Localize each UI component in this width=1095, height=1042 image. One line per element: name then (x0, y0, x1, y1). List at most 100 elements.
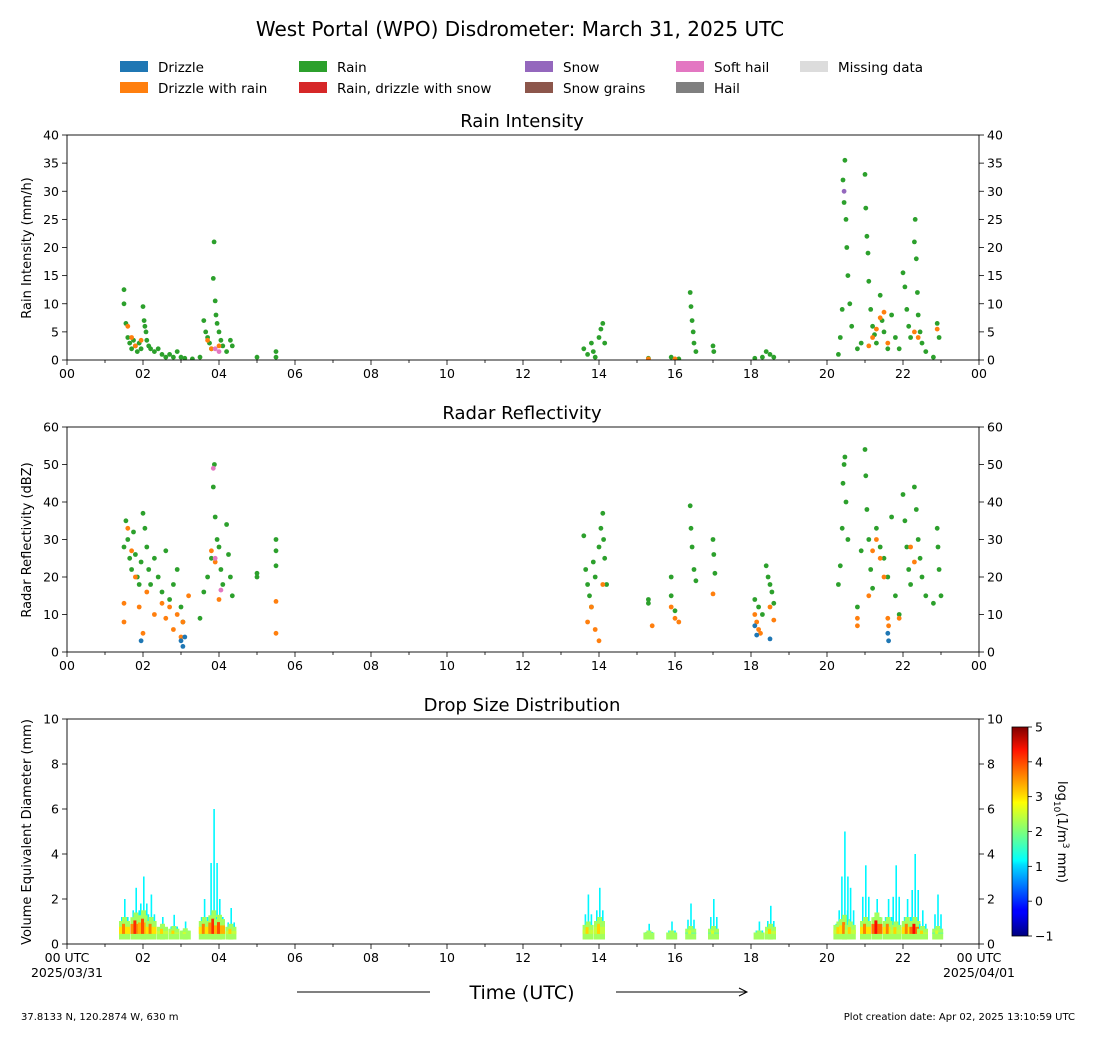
dsd-core (938, 932, 944, 934)
colorbar-tick-label: 3 (1035, 789, 1043, 804)
data-point (886, 623, 891, 629)
data-point (938, 593, 944, 599)
data-point (138, 346, 144, 352)
dsd-band (646, 930, 652, 940)
data-point (589, 340, 594, 346)
y-tick-label-right: 30 (987, 184, 1003, 199)
dsd-core (917, 932, 922, 934)
data-point (121, 619, 127, 625)
data-point (908, 335, 913, 340)
data-point (273, 349, 279, 354)
dsd-spike (230, 908, 232, 938)
dsd-spike (213, 809, 215, 938)
data-point (602, 340, 608, 346)
y-tick-label-right: 15 (987, 268, 1003, 283)
data-point (598, 525, 604, 531)
legend-swatch (800, 61, 828, 72)
y-tick-label-right: 40 (987, 495, 1003, 510)
dsd-core (842, 922, 848, 934)
colorbar-tick-label: 1 (1035, 859, 1043, 874)
data-point (842, 157, 848, 163)
dsd-core (231, 931, 237, 934)
y-tick-label-left: 6 (51, 802, 59, 817)
data-point (710, 343, 716, 349)
data-point (163, 354, 169, 360)
data-point (138, 559, 144, 565)
data-point (216, 544, 222, 550)
dsd-core (214, 925, 219, 934)
rain-intensity-title: Rain Intensity (460, 111, 584, 132)
data-point (212, 298, 218, 304)
y-tick-label-left: 8 (51, 757, 59, 772)
data-point (129, 567, 135, 572)
x-tick-label: 14 (591, 658, 607, 673)
dsd-spike (895, 865, 897, 938)
data-point (254, 570, 260, 576)
dsd-core (198, 926, 204, 934)
data-point (847, 301, 853, 307)
data-point (229, 593, 235, 599)
data-point (138, 337, 144, 343)
data-point (229, 343, 235, 349)
data-point (174, 612, 180, 617)
data-point (143, 329, 149, 335)
dsd-core (863, 923, 868, 934)
dsd-band (643, 932, 649, 940)
data-point (877, 555, 883, 561)
data-point (760, 612, 765, 617)
data-point (866, 593, 872, 599)
data-point (855, 346, 860, 352)
dsd-core (711, 930, 716, 934)
dsd-core (174, 932, 180, 934)
data-point (676, 356, 682, 360)
data-point (855, 604, 860, 610)
data-point (896, 346, 902, 352)
x-tick-label: 06 (287, 950, 303, 965)
data-point (141, 318, 147, 323)
data-point (125, 335, 131, 340)
dsd-core (597, 923, 602, 934)
data-point (915, 312, 921, 318)
data-point (915, 335, 921, 340)
data-point (121, 544, 127, 550)
data-point (178, 634, 184, 640)
dsd-spike (770, 905, 772, 938)
data-point (646, 356, 651, 360)
dsd-core (160, 928, 165, 934)
data-point (180, 644, 186, 649)
data-point (129, 346, 135, 352)
data-point (908, 544, 913, 550)
dsd-spike (911, 890, 913, 938)
data-point (224, 349, 230, 354)
data-point (273, 548, 279, 554)
x-tick-label: 08 (363, 658, 379, 673)
dsd-band (932, 928, 938, 940)
plot-area (121, 157, 942, 360)
dsd-band (168, 928, 174, 940)
data-point (758, 630, 763, 636)
data-point (866, 278, 872, 284)
y-tick-label-left: 60 (43, 420, 59, 435)
dsd-core (151, 926, 157, 934)
data-point (668, 574, 674, 580)
data-point (712, 570, 718, 576)
data-point (934, 321, 940, 326)
data-point (864, 507, 870, 512)
x-tick-label: 20 (819, 950, 835, 965)
x-tick-label: 16 (667, 658, 683, 673)
data-point (837, 335, 843, 340)
data-point (896, 612, 902, 617)
dsd-core (688, 930, 694, 934)
data-point (756, 627, 761, 632)
y-tick-label-left: 40 (43, 495, 59, 510)
colorbar-tick-label: −1 (1035, 929, 1053, 944)
data-point (171, 582, 176, 587)
data-point (906, 567, 912, 572)
dsd-core (133, 920, 139, 934)
dsd-band (685, 928, 691, 940)
data-point (855, 615, 860, 621)
data-point (904, 307, 910, 312)
legend-label: Drizzle (158, 60, 204, 76)
data-point (201, 318, 207, 323)
data-point (592, 574, 598, 580)
